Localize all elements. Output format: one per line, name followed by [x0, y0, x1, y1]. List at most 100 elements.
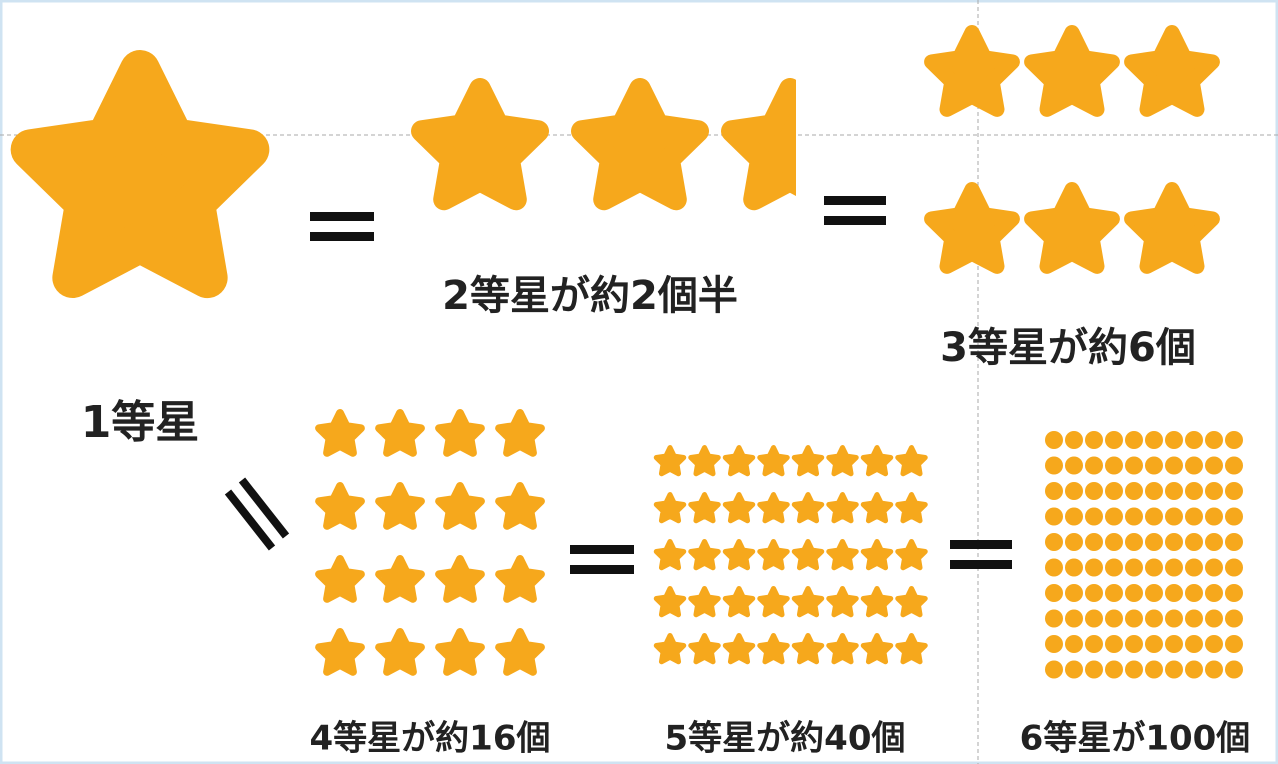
star — [722, 632, 756, 665]
star — [791, 585, 825, 618]
dot-star — [1145, 482, 1163, 500]
equals — [238, 477, 290, 539]
star — [653, 492, 687, 524]
label: 5等星が約40個 — [665, 719, 906, 759]
star — [653, 445, 687, 477]
dot-star — [1145, 456, 1163, 475]
star — [315, 482, 365, 530]
dot-star — [1125, 533, 1143, 551]
dot-star — [1105, 660, 1123, 679]
dot-star — [1145, 507, 1163, 526]
star — [495, 482, 545, 530]
dot-star — [1085, 482, 1103, 500]
star — [722, 445, 756, 477]
star — [435, 628, 485, 676]
equals — [570, 545, 634, 554]
star — [791, 492, 825, 524]
star — [860, 492, 894, 524]
dot-star — [1105, 609, 1123, 628]
dot-star — [1105, 507, 1123, 526]
star — [1124, 25, 1220, 117]
dot-star — [1085, 558, 1103, 577]
star — [1124, 182, 1220, 274]
star — [375, 482, 425, 530]
dot-star — [1225, 456, 1243, 475]
dot-star — [1045, 482, 1063, 500]
dot-star — [1205, 584, 1223, 602]
label: 6等星が100個 — [1020, 719, 1251, 759]
dot-star — [1105, 533, 1123, 551]
star — [315, 555, 365, 603]
dot-star — [1125, 456, 1143, 475]
dot-star — [1205, 507, 1223, 526]
dot-star — [1125, 609, 1143, 628]
star — [571, 78, 709, 211]
dot-star — [1185, 507, 1203, 526]
star — [315, 628, 365, 676]
dot-star — [1165, 456, 1183, 475]
star — [375, 628, 425, 676]
star — [895, 585, 928, 618]
dot-star — [1165, 609, 1183, 628]
dot-star — [1225, 584, 1243, 602]
star — [757, 492, 790, 524]
star — [722, 585, 756, 618]
equals — [310, 232, 374, 241]
dot-star — [1065, 431, 1083, 449]
dot-star — [1205, 456, 1223, 475]
dot-star — [1225, 660, 1243, 679]
dot-star — [1065, 507, 1083, 526]
dot-star — [1105, 431, 1123, 449]
dot-star — [1085, 431, 1103, 449]
star — [757, 445, 790, 477]
star — [826, 492, 859, 524]
dot-star — [1185, 609, 1203, 628]
label: 3等星が約6個 — [940, 325, 1196, 371]
star — [895, 492, 928, 524]
dot-star — [1065, 660, 1083, 679]
dot-star — [1085, 584, 1103, 602]
dot-star — [1185, 660, 1203, 679]
star — [826, 445, 859, 477]
dot-star — [1085, 660, 1103, 679]
star — [375, 555, 425, 603]
dot-star — [1205, 482, 1223, 500]
dot-star — [1205, 660, 1223, 679]
star — [722, 492, 756, 524]
dot-star — [1065, 635, 1083, 653]
dot-star — [1145, 635, 1163, 653]
dot-star — [1045, 558, 1063, 577]
star — [791, 445, 825, 477]
dot-star — [1205, 431, 1223, 449]
dot-star — [1045, 456, 1063, 475]
star — [1024, 182, 1120, 274]
dot-star — [1185, 431, 1203, 449]
dot-star — [1205, 609, 1223, 628]
equals — [824, 216, 886, 225]
dot-star — [1085, 609, 1103, 628]
dot-star — [1065, 456, 1083, 475]
dot-star — [1205, 635, 1223, 653]
stars — [10, 25, 1243, 679]
dot-star — [1225, 482, 1243, 500]
star — [688, 445, 721, 477]
star — [653, 538, 687, 571]
dot-star — [1125, 660, 1143, 679]
equals — [824, 196, 886, 205]
dot-star — [1225, 507, 1243, 526]
star — [860, 585, 894, 618]
dot-star — [1185, 456, 1203, 475]
star — [860, 632, 894, 665]
star — [688, 632, 721, 665]
star — [315, 409, 365, 457]
label: 1等星 — [81, 397, 200, 448]
dot-star — [1145, 558, 1163, 577]
star — [411, 78, 549, 211]
dot-star — [1225, 533, 1243, 551]
star — [495, 555, 545, 603]
star — [688, 538, 721, 571]
dot-star — [1145, 533, 1163, 551]
star — [435, 409, 485, 457]
star — [653, 632, 687, 665]
